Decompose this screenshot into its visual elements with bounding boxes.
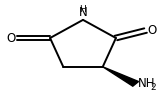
Text: NH: NH <box>138 77 156 90</box>
Text: N: N <box>79 6 87 19</box>
Text: 2: 2 <box>150 83 156 92</box>
Text: O: O <box>147 24 156 37</box>
Text: O: O <box>6 32 15 44</box>
Polygon shape <box>103 67 139 86</box>
Text: H: H <box>80 5 86 14</box>
